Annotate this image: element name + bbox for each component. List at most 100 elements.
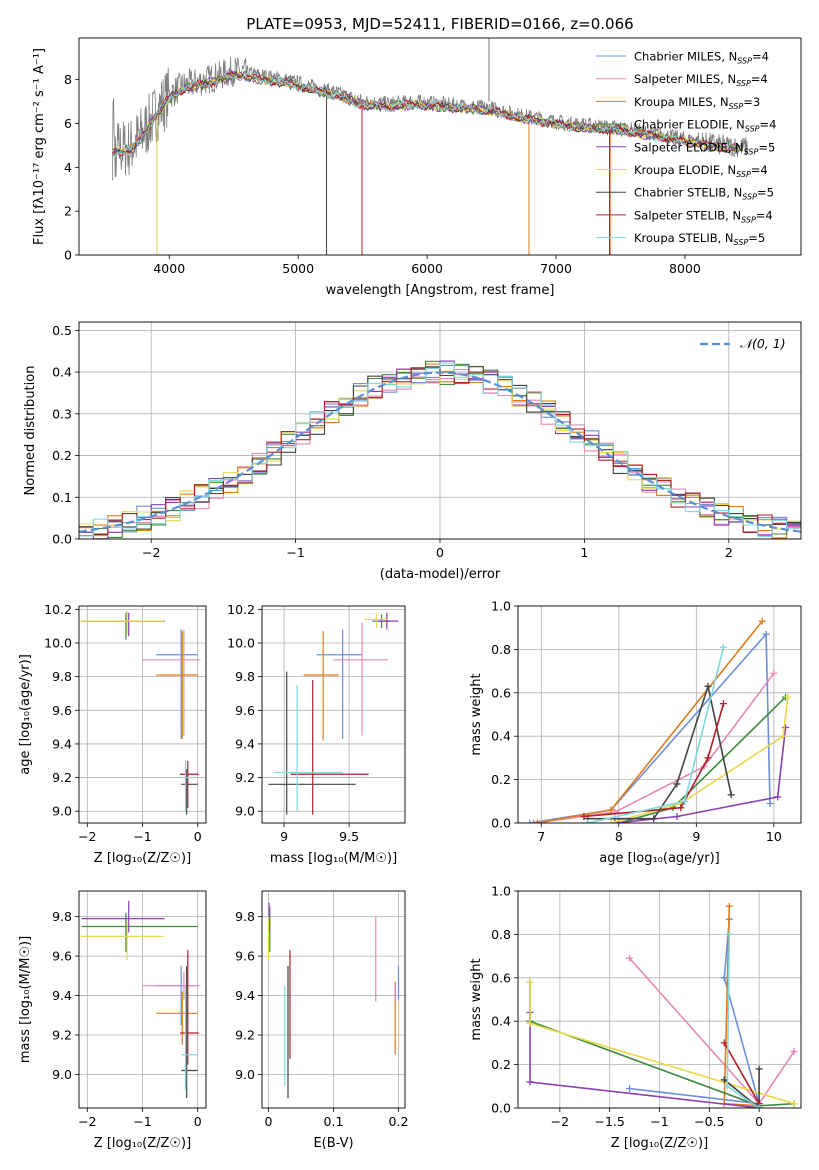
series-line: [629, 919, 761, 1105]
y-tick-label: 0.4: [52, 365, 72, 380]
series-kroupa-miles: [533, 617, 766, 823]
x-tick-label: −2: [551, 1114, 569, 1129]
point-salpeter-miles: [142, 971, 201, 1000]
series-marker: [626, 1084, 634, 1092]
spectrum-panel: 4000 5000 6000 7000 8000 0 2 4 6 8 wavelength [Ang…: [32, 37, 802, 298]
y-tick-label: 9.4: [235, 736, 255, 751]
series-marker: [755, 1104, 763, 1108]
x-tick-label: 0: [755, 1114, 763, 1129]
x-tick-label: 0: [194, 829, 202, 844]
massweight-vs-age-frame: [517, 605, 802, 824]
massweight-vs-age-marks: [526, 617, 792, 823]
legend-entry-kroupa-miles: Kroupa MILES, NSSP=3: [634, 95, 760, 111]
series-marker: [774, 793, 782, 801]
series-kroupa-stelib: [723, 930, 763, 1108]
y-tick-label: 0.4: [491, 729, 511, 744]
series-marker: [720, 1039, 728, 1047]
y-tick-label: 9.0: [52, 1067, 72, 1082]
massweight-vs-age-plot-area: [518, 606, 801, 823]
series-marker: [704, 754, 712, 762]
series-line: [610, 697, 789, 823]
series-marker: [784, 693, 792, 701]
series-line: [723, 1042, 760, 1105]
x-tick-label: −1.5: [594, 1114, 624, 1129]
age-vs-z-panel: −2 −1 0 9.0 9.2 9.4 9.6 9.8 10.0 10.2 Z [log₁₀(Z/Z…: [18, 602, 207, 866]
x-tick-label: 9: [280, 829, 288, 844]
series-marker: [626, 954, 634, 962]
series-marker: [607, 819, 615, 823]
x-tick-label: 1: [580, 545, 588, 560]
y-tick-label: 1.0: [491, 599, 511, 614]
y-tick-label: 0.8: [491, 927, 511, 942]
point-chabrier-stelib: [181, 965, 198, 1099]
mass-vs-ebv-marks: [267, 902, 400, 1099]
series-marker: [766, 799, 774, 807]
x-axis-label: Z [log₁₀(Z/Z☉)]: [94, 851, 191, 866]
series-marker: [526, 819, 534, 823]
x-tick-label: 6000: [411, 261, 443, 276]
series-salpeter-stelib: [580, 700, 727, 820]
x-tick-label: 0.2: [389, 1114, 409, 1129]
x-tick-label: −2: [78, 829, 96, 844]
series-marker: [580, 812, 588, 820]
y-tick-label: 0.5: [52, 323, 72, 338]
y-tick-label: 9.6: [235, 703, 255, 718]
age-vs-mass-marks: [268, 612, 399, 815]
x-tick-label: −1: [133, 829, 151, 844]
y-tick-label: 9.2: [235, 770, 255, 785]
x-tick-label: −1: [286, 545, 304, 560]
x-tick-label: −1: [650, 1114, 668, 1129]
age-vs-mass-frame: [261, 605, 406, 824]
series-marker: [770, 669, 778, 677]
age-vs-z-marks: [80, 611, 201, 815]
series-marker: [607, 806, 615, 814]
legend-entry-chabrier-stelib: Chabrier STELIB, NSSP=5: [634, 186, 774, 202]
series-marker: [526, 978, 534, 986]
series-marker: [725, 902, 733, 910]
massweight-vs-z-frame: [517, 890, 802, 1109]
series-line: [614, 727, 787, 823]
y-tick-label: 0.8: [491, 642, 511, 657]
legend-entry-salpeter-elodie: Salpeter ELODIE, NSSP=5: [634, 140, 775, 156]
mass-vs-z-panel: −2 −1 0 9.0 9.2 9.4 9.6 9.8 Z [log₁₀(Z/Z☉)] mass …: [18, 890, 207, 1151]
y-axis-label: Normed distribution: [23, 366, 38, 496]
x-axis-label: mass [log₁₀(M/M☉)]: [270, 851, 397, 866]
y-tick-label: 0.0: [491, 1101, 511, 1116]
massweight-vs-z-marks: [526, 902, 798, 1108]
spectrum-legend: Chabrier MILES, NSSP=4 Salpeter MILES, NS…: [596, 50, 776, 247]
x-axis-label: Z [log₁₀(Z/Z☉)]: [94, 1136, 191, 1151]
y-tick-label: 0.6: [491, 970, 511, 985]
series-marker: [681, 797, 689, 805]
series-marker: [704, 682, 712, 690]
y-tick-label: 9.0: [235, 804, 255, 819]
x-tick-label: −0.5: [694, 1114, 724, 1129]
y-tick-label: 0.0: [52, 532, 72, 547]
y-tick-label: 10.0: [44, 636, 72, 651]
y-tick-label: 9.2: [235, 1028, 255, 1043]
x-axis-label: wavelength [Angstrom, rest frame]: [326, 283, 555, 298]
mass-vs-ebv-frame: [261, 890, 406, 1109]
legend-entry-kroupa-elodie: Kroupa ELODIE, NSSP=4: [634, 163, 768, 179]
series-line: [723, 1068, 760, 1108]
point-chabrier-elodie: [81, 912, 198, 953]
point-chabrier-miles: [156, 629, 198, 739]
point-salpeter-miles: [142, 629, 201, 736]
point-salpeter-stelib: [180, 950, 199, 1065]
series-marker: [673, 812, 681, 820]
point-kroupa-stelib: [181, 760, 197, 812]
y-tick-label: 0.3: [52, 406, 72, 421]
y-tick-label: 0.6: [491, 685, 511, 700]
x-axis-label: E(B-V): [313, 1136, 353, 1151]
point-salpeter-elodie: [81, 900, 165, 933]
histogram-panel: −2 −1 0 1 2 0.0 0.1 0.2 0.3 0.4 0.5 (data-model)/er…: [23, 321, 802, 582]
series-line: [533, 672, 775, 823]
series-salpeter-elodie: [611, 724, 789, 823]
point-chabrier-stelib: [181, 769, 198, 815]
series-marker: [790, 1100, 798, 1108]
y-tick-label: 9.8: [235, 909, 255, 924]
legend-entry-normal: 𝒩(0, 1): [740, 336, 786, 351]
x-tick-label: 8: [615, 829, 623, 844]
mass-vs-z-marks: [80, 900, 201, 1099]
point-salpeter-elodie: [377, 612, 399, 630]
